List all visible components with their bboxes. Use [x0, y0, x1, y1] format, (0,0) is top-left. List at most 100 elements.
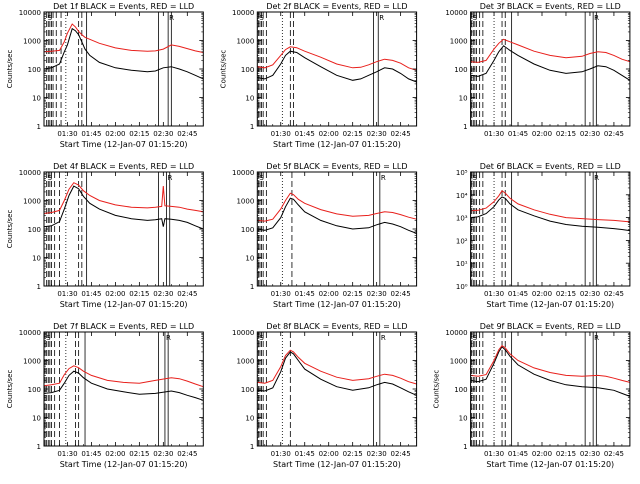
y-tick-label: 10000: [445, 329, 467, 337]
y-axis-label: Counts/sec: [6, 370, 14, 409]
x-tick-label: 01:30: [271, 290, 291, 298]
series-line-lld: [43, 23, 204, 53]
y-tick-label: 10⁴: [456, 192, 468, 200]
y-tick-label: 10³: [456, 215, 468, 223]
x-tick-label: 02:15: [129, 130, 149, 138]
y-tick-label: 1000: [236, 358, 254, 366]
x-tick-label: 01:30: [57, 450, 77, 458]
x-tick-label: 02:30: [580, 130, 600, 138]
marker-label: S: [473, 334, 478, 342]
series-line-events: [257, 197, 417, 234]
chart-title: Det 3f BLACK = Events, RED = LLD: [480, 2, 621, 11]
x-tick-label: 02:00: [319, 130, 339, 138]
x-tick-label: 02:30: [367, 130, 387, 138]
x-tick-label: 01:30: [484, 450, 504, 458]
marker-label: R: [166, 334, 171, 342]
x-tick-label: 01:45: [295, 450, 315, 458]
x-tick-label: 02:45: [177, 450, 197, 458]
chart-title: Det 4f BLACK = Events, RED = LLD: [53, 162, 194, 171]
marker-label: R: [169, 14, 174, 22]
y-tick-label: 100: [28, 386, 41, 394]
marker-label: R: [381, 174, 386, 182]
x-tick-label: 02:00: [532, 290, 552, 298]
x-tick-label: 02:15: [129, 290, 149, 298]
y-tick-label: 1: [37, 443, 41, 451]
x-tick-label: 01:45: [508, 130, 528, 138]
series-line-lld: [470, 190, 630, 223]
x-tick-label: 01:30: [57, 290, 77, 298]
series-line-events: [43, 185, 204, 230]
x-axis-label: Start Time (12-Jan-07 01:15:20): [273, 140, 401, 149]
detector-panel-9: S R 1 10 100 1000 10000 01:30 01:45 02:00 02:15 02:…: [433, 322, 631, 469]
x-tick-label: 02:15: [556, 290, 576, 298]
y-tick-label: 100: [241, 386, 254, 394]
y-tick-label: 10000: [445, 9, 467, 17]
x-tick-label: 02:45: [391, 450, 411, 458]
series-line-lld: [257, 349, 417, 385]
x-tick-label: 01:30: [271, 130, 291, 138]
plot-frame: [470, 11, 631, 127]
x-tick-label: 02:15: [556, 130, 576, 138]
x-tick-label: 02:45: [604, 130, 624, 138]
x-tick-label: 02:00: [105, 450, 125, 458]
y-tick-label: 10⁵: [456, 169, 468, 177]
plot-frame: [43, 171, 204, 287]
y-tick-label: 10000: [19, 329, 41, 337]
plot-frame: [470, 171, 631, 287]
y-axis-label: Counts/sec: [6, 50, 14, 89]
x-axis-label: Start Time (12-Jan-07 01:15:20): [486, 300, 614, 309]
y-tick-label: 100: [28, 226, 41, 234]
x-tick-label: 01:30: [484, 290, 504, 298]
series-line-events: [43, 370, 204, 401]
series-line-events: [470, 45, 631, 81]
x-tick-label: 02:15: [129, 450, 149, 458]
x-tick-label: 02:45: [604, 290, 624, 298]
x-tick-label: 01:45: [295, 130, 315, 138]
y-tick-label: 10: [245, 95, 254, 103]
series-line-events: [470, 196, 630, 232]
x-tick-label: 02:30: [153, 290, 173, 298]
series-line-lld: [43, 182, 204, 214]
x-tick-label: 02:00: [105, 130, 125, 138]
y-tick-label: 100: [241, 226, 254, 234]
y-tick-label: 10: [245, 255, 254, 263]
chart-title: Det 5f BLACK = Events, RED = LLD: [266, 162, 407, 171]
y-tick-label: 10: [32, 255, 41, 263]
series-line-lld: [470, 38, 631, 63]
y-tick-label: 10: [245, 415, 254, 423]
x-tick-label: 01:45: [508, 450, 528, 458]
x-tick-label: 02:45: [391, 130, 411, 138]
x-tick-label: 02:00: [532, 450, 552, 458]
x-axis-label: Start Time (12-Jan-07 01:15:20): [486, 460, 614, 469]
y-tick-label: 1: [463, 123, 467, 131]
marker-label: S: [259, 174, 264, 182]
x-tick-label: 02:15: [343, 450, 363, 458]
x-tick-label: 02:30: [153, 450, 173, 458]
x-tick-label: 01:30: [271, 450, 291, 458]
y-axis-label: Counts/sec: [6, 210, 14, 249]
detector-panel-4: S R 1 10 100 1000 10000 01:30 01:45 02:00 02:15 02:…: [6, 162, 204, 309]
x-tick-label: 02:30: [153, 130, 173, 138]
y-tick-label: 100: [28, 66, 41, 74]
y-tick-label: 1000: [450, 358, 468, 366]
y-tick-label: 10¹: [456, 260, 468, 268]
detector-panel-2: S R 1 10 100 1000 10000 01:30 01:45 02:00 02:15 02:…: [219, 2, 418, 149]
marker-label: R: [594, 14, 599, 22]
y-tick-label: 10: [32, 95, 41, 103]
x-tick-label: 02:00: [532, 130, 552, 138]
x-tick-label: 02:45: [177, 130, 197, 138]
marker-label: R: [379, 14, 384, 22]
y-tick-label: 10: [32, 415, 41, 423]
x-tick-label: 01:30: [484, 130, 504, 138]
y-tick-label: 1000: [236, 38, 254, 46]
chart-title: Det 1f BLACK = Events, RED = LLD: [53, 2, 194, 11]
y-tick-label: 1000: [450, 38, 468, 46]
y-tick-label: 1: [37, 123, 41, 131]
y-tick-label: 10000: [232, 169, 254, 177]
marker-label: R: [381, 334, 386, 342]
x-axis-label: Start Time (12-Jan-07 01:15:20): [273, 300, 401, 309]
plot-frame: [43, 331, 204, 447]
y-tick-label: 1: [250, 123, 254, 131]
y-tick-label: 100: [454, 66, 467, 74]
